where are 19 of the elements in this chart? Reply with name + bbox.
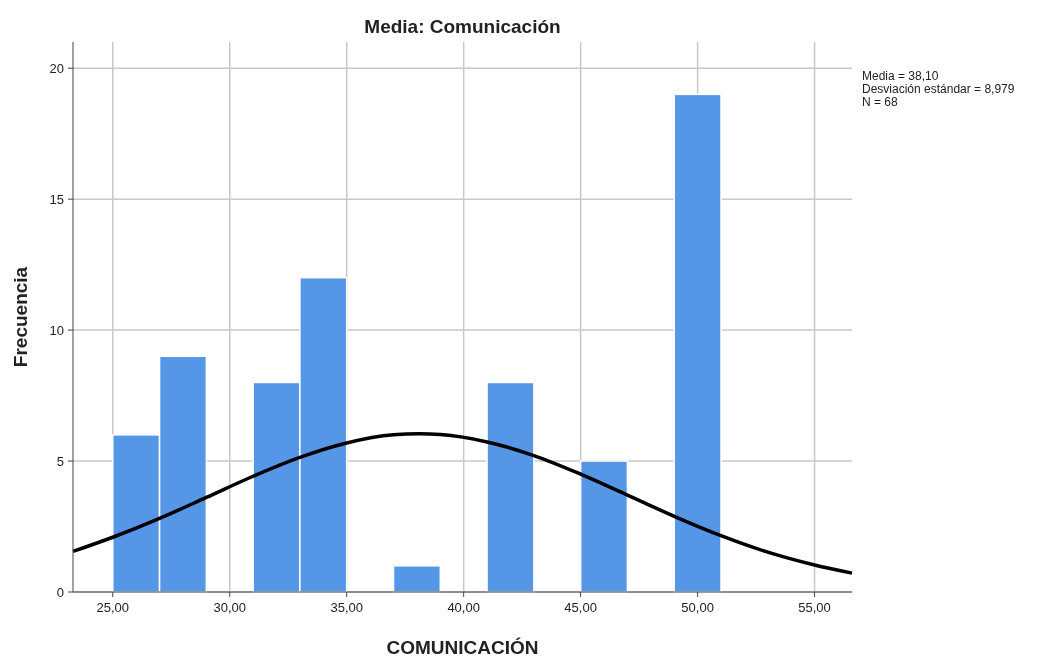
y-tick-label: 5 xyxy=(56,453,64,469)
x-tick-label: 30,00 xyxy=(213,600,247,615)
x-tick-label: 35,00 xyxy=(330,600,363,615)
text: Desviación estándar = 8,979 xyxy=(862,82,1015,96)
text: Media = 38,10 xyxy=(862,69,939,83)
y-tick-label: 15 xyxy=(49,191,64,207)
x-tick-label: 25,00 xyxy=(96,600,130,615)
x-tick-label: 55,00 xyxy=(798,600,831,615)
y-tick-label: 0 xyxy=(56,584,64,600)
line-series xyxy=(71,432,854,575)
y-axis-title: Frecuencia xyxy=(10,266,31,368)
y-tick-label: 10 xyxy=(49,322,64,338)
x-tick-label: 45,00 xyxy=(564,600,597,615)
x-tick-label: 40,00 xyxy=(447,600,480,615)
chart-title: Media: Comunicación xyxy=(364,16,561,37)
x-axis-title: COMUNICACIÓN xyxy=(386,637,539,658)
y-tick-label: 20 xyxy=(49,60,64,76)
text: N = 68 xyxy=(862,95,899,109)
x-tick-label: 50,00 xyxy=(681,600,714,615)
